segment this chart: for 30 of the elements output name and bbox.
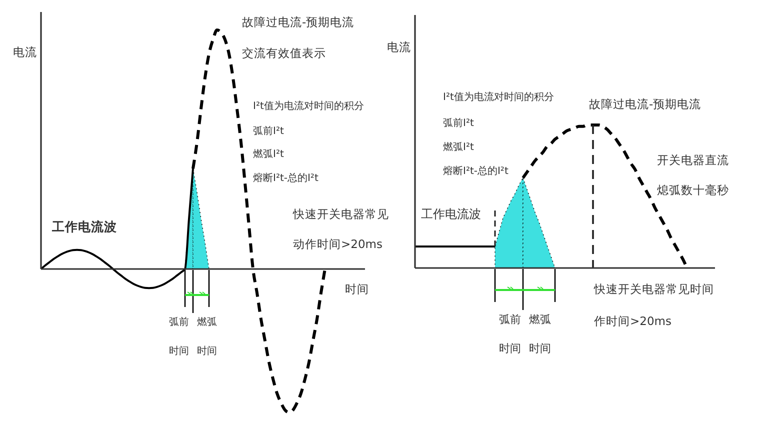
annotation: 动作时间>20ms bbox=[293, 237, 382, 251]
annotation: 交流有效值表示 bbox=[242, 46, 326, 60]
y-axis-title: 电流 bbox=[387, 40, 411, 54]
annotation: 工作电流波 bbox=[51, 219, 117, 234]
y-axis-title: 电流 bbox=[13, 45, 37, 59]
annotation: 时间 bbox=[169, 345, 189, 357]
text: 故障过电流-预期电流 bbox=[242, 15, 354, 29]
annotation: 弧前I²t bbox=[253, 125, 284, 137]
annotation: 燃弧I²t bbox=[253, 148, 284, 160]
text: 弧前 bbox=[499, 313, 521, 326]
text: 燃弧 bbox=[529, 313, 551, 326]
text: I²t值为电流对时间的积分 bbox=[443, 91, 554, 103]
annotation: 时间 bbox=[197, 345, 217, 357]
annotation: 弧前 bbox=[169, 316, 189, 328]
annotation: 熄弧数十毫秒 bbox=[657, 183, 729, 197]
annotation: 熔断I²t-总的I²t bbox=[443, 165, 508, 177]
text: 时间 bbox=[529, 342, 551, 355]
annotation: 工作电流波 bbox=[421, 207, 481, 221]
x-axis-title: 时间 bbox=[345, 282, 369, 296]
annotation: 快速开关电器常见 bbox=[292, 207, 389, 221]
annotation: 开关电器直流 bbox=[657, 153, 729, 167]
annotation: 弧前I²t bbox=[443, 117, 474, 129]
text: 快速开关电器常见时间 bbox=[593, 282, 714, 296]
annotation: 熔断I²t-总的I²t bbox=[253, 172, 318, 184]
annotation: 燃弧 bbox=[197, 316, 217, 328]
text: 时间 bbox=[499, 342, 521, 355]
annotation: 燃弧I²t bbox=[443, 141, 474, 153]
annotation: I²t值为电流对时间的积分 bbox=[253, 100, 364, 112]
text: 作时间>20ms bbox=[593, 314, 672, 328]
text: 故障过电流-预期电流 bbox=[589, 97, 702, 111]
